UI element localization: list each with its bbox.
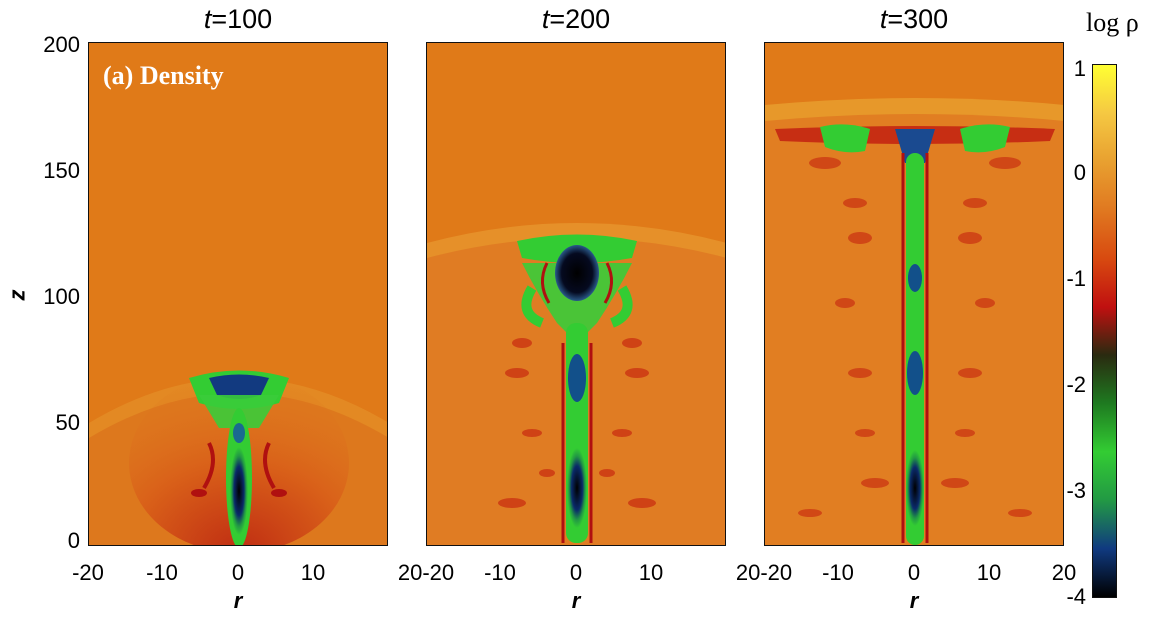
colorbar-tick: -1 [1066,266,1086,291]
density-map-t200 [427,43,725,545]
x-tick: 0 [907,560,921,585]
y-tick-100: 100 [43,284,80,309]
density-map-t100 [89,43,387,545]
x-tick: -20 [72,560,104,585]
x-tick: 10 [976,560,1002,585]
y-tick-0: 0 [67,528,80,553]
x-axis-label: r [571,588,581,613]
x-tick: 10 [638,560,664,585]
colorbar-tick: -3 [1066,478,1086,503]
x-tick: 20-20 [735,560,793,585]
x-tick: 0 [231,560,245,585]
colorbar [1092,64,1117,598]
time-value: =100 [211,4,273,34]
x-axis-label: r [233,588,243,613]
y-tick-50: 50 [55,410,80,435]
x-tick: 0 [569,560,583,585]
y-tick-150: 150 [43,158,80,183]
time-variable: t [203,4,212,34]
time-variable: t [541,4,550,34]
density-panel-t100: (a) Density [88,42,388,546]
time-variable: t [879,4,888,34]
x-axis-label: r [909,588,919,613]
density-map-t300 [765,43,1063,545]
x-tick: 20-20 [397,560,455,585]
y-tick-200: 200 [43,32,80,57]
panel-1-title: t=100 [88,4,388,35]
x-tick: -10 [146,560,178,585]
colorbar-title: log ρ [1086,8,1139,37]
time-value: =300 [887,4,949,34]
colorbar-tick: -4 [1066,584,1086,609]
time-value: =200 [549,4,611,34]
colorbar-tick: 0 [1073,160,1086,185]
colorbar-tick: 1 [1073,56,1086,81]
panel-label: (a) Density [103,61,224,90]
colorbar-tick: -2 [1066,372,1086,397]
density-panel-t200 [426,42,726,546]
x-tick: -10 [822,560,854,585]
panel-3-title: t=300 [764,4,1064,35]
x-tick: 10 [300,560,326,585]
panel-2-title: t=200 [426,4,726,35]
density-panel-t300 [764,42,1064,546]
y-axis-label: z [4,289,30,301]
x-tick: -10 [484,560,516,585]
x-tick: 20 [1051,560,1077,585]
